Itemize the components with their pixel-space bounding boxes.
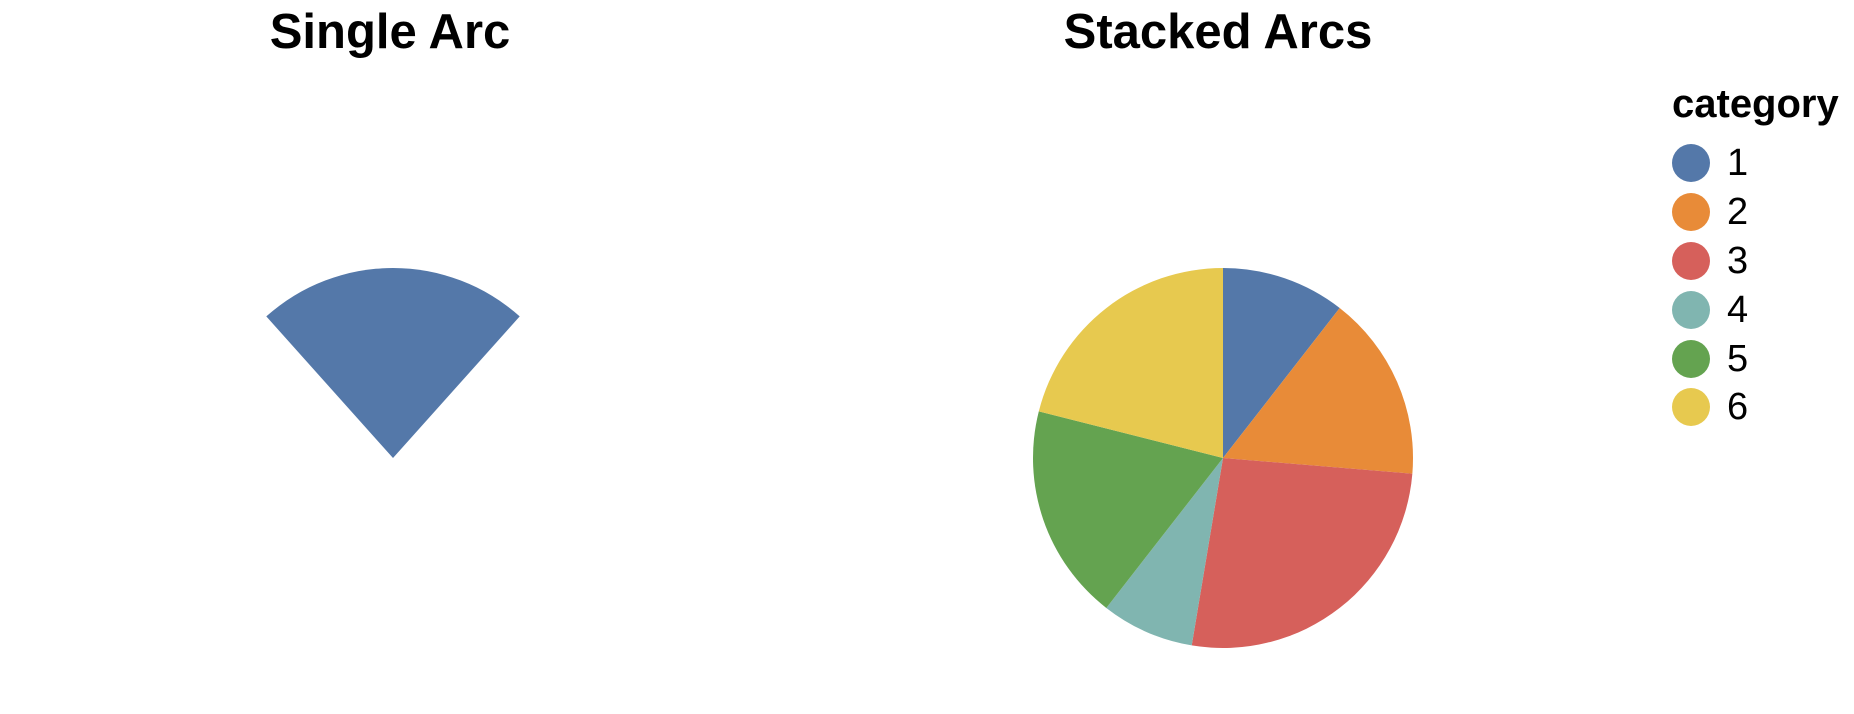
legend-item-2: 2: [1672, 188, 1839, 237]
pie-slice-category-1: [1223, 268, 1340, 458]
legend-swatch-icon: [1672, 241, 1710, 280]
legend-title: category: [1672, 82, 1839, 126]
single-arc-chart-title: Single Arc: [269, 5, 511, 59]
legend-item-3: 3: [1672, 237, 1839, 286]
single-arc-mark: [266, 267, 520, 458]
pie-slice-category-5: [1032, 411, 1223, 608]
legend-item-label: 4: [1727, 288, 1749, 331]
legend-swatch-icon: [1672, 290, 1710, 329]
legend-item-label: 6: [1727, 386, 1749, 429]
pie-slice-category-2: [1223, 308, 1413, 474]
legend-swatch-icon: [1672, 193, 1710, 232]
legend-item-label: 1: [1727, 142, 1749, 185]
pie-slice-category-4: [1106, 458, 1223, 646]
pie-slice-category-6: [1038, 268, 1223, 458]
category-legend: category 1 2 3 4 5 6: [1672, 81, 1839, 432]
legend-items: 1 2 3 4 5 6: [1672, 139, 1839, 432]
legend-item-5: 5: [1672, 334, 1839, 383]
legend-item-6: 6: [1672, 383, 1839, 432]
legend-item-label: 2: [1727, 191, 1749, 234]
stacked-arcs-chart-title: Stacked Arcs: [1063, 5, 1373, 59]
legend-item-4: 4: [1672, 285, 1839, 334]
legend-swatch-icon: [1672, 388, 1710, 427]
legend-item-label: 3: [1727, 239, 1749, 282]
pie-slice-category-3: [1191, 458, 1413, 649]
legend-item-1: 1: [1672, 139, 1839, 188]
legend-item-label: 5: [1727, 337, 1749, 380]
legend-swatch-icon: [1672, 339, 1710, 378]
legend-swatch-icon: [1672, 144, 1710, 183]
